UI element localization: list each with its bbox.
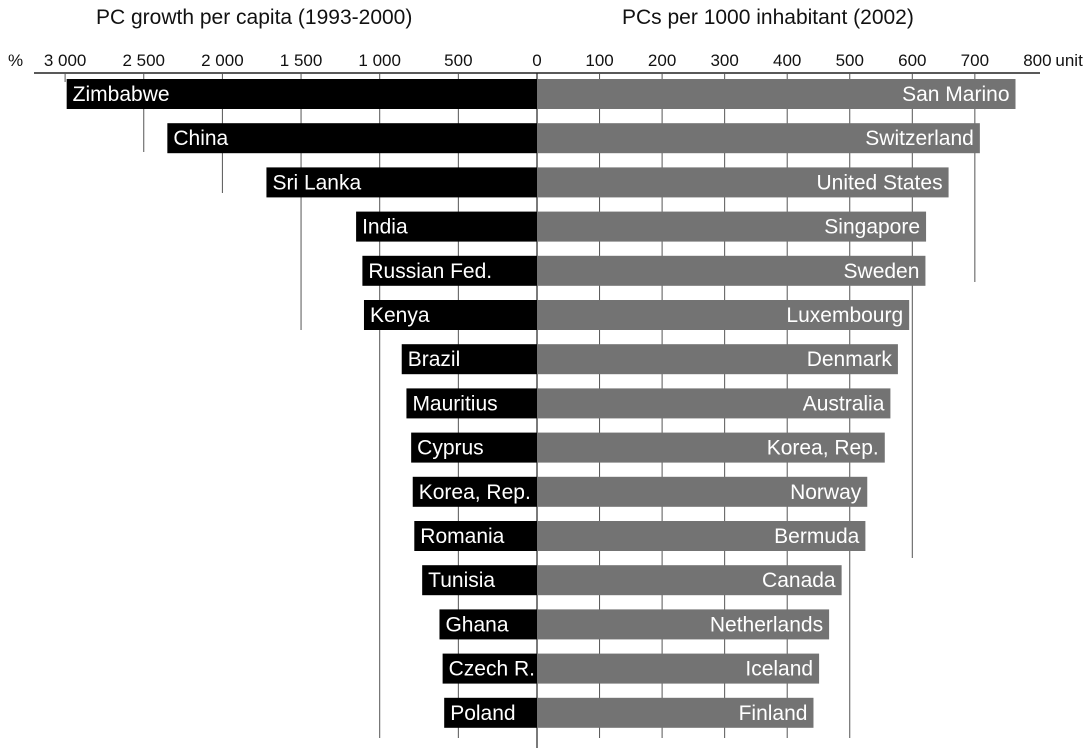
- right-bar-label: San Marino: [902, 83, 1009, 106]
- right-bar: [537, 476, 868, 507]
- right-bar: [537, 521, 866, 551]
- left-bar: [363, 300, 537, 330]
- left-chart-title: PC growth per capita (1993-2000): [96, 6, 413, 29]
- right-bar-label: Switzerland: [865, 127, 974, 150]
- left-bar-label: Poland: [450, 702, 515, 725]
- left-bar: [442, 653, 537, 684]
- left-bar: [266, 167, 537, 198]
- left-bar-label: China: [173, 127, 228, 150]
- left-bar-label: Mauritius: [412, 392, 497, 415]
- right-tick-label: 0: [532, 51, 541, 70]
- right-tick-label: 400: [773, 51, 801, 70]
- left-bar: [362, 255, 537, 286]
- left-bar-label: Cyprus: [417, 437, 484, 460]
- left-bar: [439, 609, 537, 640]
- left-bar-label: Sri Lanka: [272, 171, 361, 194]
- left-bar-label: India: [362, 216, 408, 239]
- right-tick-label: 300: [710, 51, 738, 70]
- right-bar-label: Luxembourg: [786, 304, 903, 327]
- left-bar-label: Brazil: [408, 348, 461, 371]
- left-tick-label: 500: [444, 51, 472, 70]
- right-chart-title: PCs per 1000 inhabitant (2002): [622, 6, 914, 29]
- right-bar: [537, 300, 910, 330]
- right-tick-label: 100: [585, 51, 613, 70]
- left-bar: [411, 432, 537, 463]
- left-bar: [66, 79, 537, 109]
- left-tick-label: 1 000: [358, 51, 401, 70]
- right-bar: [537, 388, 891, 419]
- right-bar-label: Iceland: [745, 658, 813, 681]
- left-bar: [412, 476, 537, 507]
- right-bar: [537, 123, 980, 154]
- right-bar-label: Singapore: [824, 216, 920, 239]
- right-bar-label: Canada: [762, 569, 836, 592]
- left-bar-label: Russian Fed.: [368, 260, 492, 283]
- left-tick-label: 3 000: [44, 51, 87, 70]
- right-bar: [537, 211, 927, 242]
- right-bar: [537, 255, 926, 286]
- left-bar-label: Czech R.: [449, 658, 535, 681]
- right-bar-label: Bermuda: [774, 525, 860, 548]
- left-bar: [167, 123, 537, 154]
- right-bar-label: United States: [817, 171, 943, 194]
- right-bar-label: Sweden: [844, 260, 920, 283]
- right-tick-label: 200: [648, 51, 676, 70]
- right-tick-label: 800: [1023, 51, 1051, 70]
- left-tick-label: 2 000: [201, 51, 244, 70]
- left-bar-label: Tunisia: [428, 569, 495, 592]
- right-bar-label: Finland: [739, 702, 808, 725]
- right-bar: [537, 79, 1016, 109]
- left-bar: [406, 388, 537, 419]
- left-tick-label: 2 500: [122, 51, 165, 70]
- right-bar-label: Netherlands: [710, 613, 823, 636]
- right-tick-label: 500: [836, 51, 864, 70]
- right-bar: [537, 697, 814, 728]
- left-bar-label: Ghana: [445, 613, 508, 636]
- right-bar-label: Denmark: [807, 348, 893, 371]
- left-bar: [422, 565, 537, 596]
- left-bar-label: Korea, Rep.: [419, 481, 531, 504]
- right-bar-label: Norway: [790, 481, 862, 504]
- right-bar: [537, 167, 949, 198]
- right-bar-label: Australia: [803, 392, 885, 415]
- right-tick-label: 600: [898, 51, 926, 70]
- right-bar: [537, 565, 842, 596]
- right-axis-unit: unit: [1055, 51, 1083, 70]
- left-bar: [444, 697, 537, 728]
- right-bar: [537, 653, 820, 684]
- left-bar: [356, 211, 537, 242]
- right-bar: [537, 344, 898, 375]
- left-bar: [414, 521, 537, 551]
- right-bar: [537, 609, 830, 640]
- right-bar-label: Korea, Rep.: [767, 437, 879, 460]
- right-bar: [537, 432, 885, 463]
- left-bar-label: Kenya: [370, 304, 430, 327]
- left-axis-unit: %: [8, 51, 23, 70]
- left-bar-label: Zimbabwe: [73, 83, 170, 106]
- left-tick-label: 1 500: [280, 51, 323, 70]
- left-bar: [401, 344, 537, 375]
- left-bar-label: Romania: [420, 525, 504, 548]
- right-tick-label: 700: [961, 51, 989, 70]
